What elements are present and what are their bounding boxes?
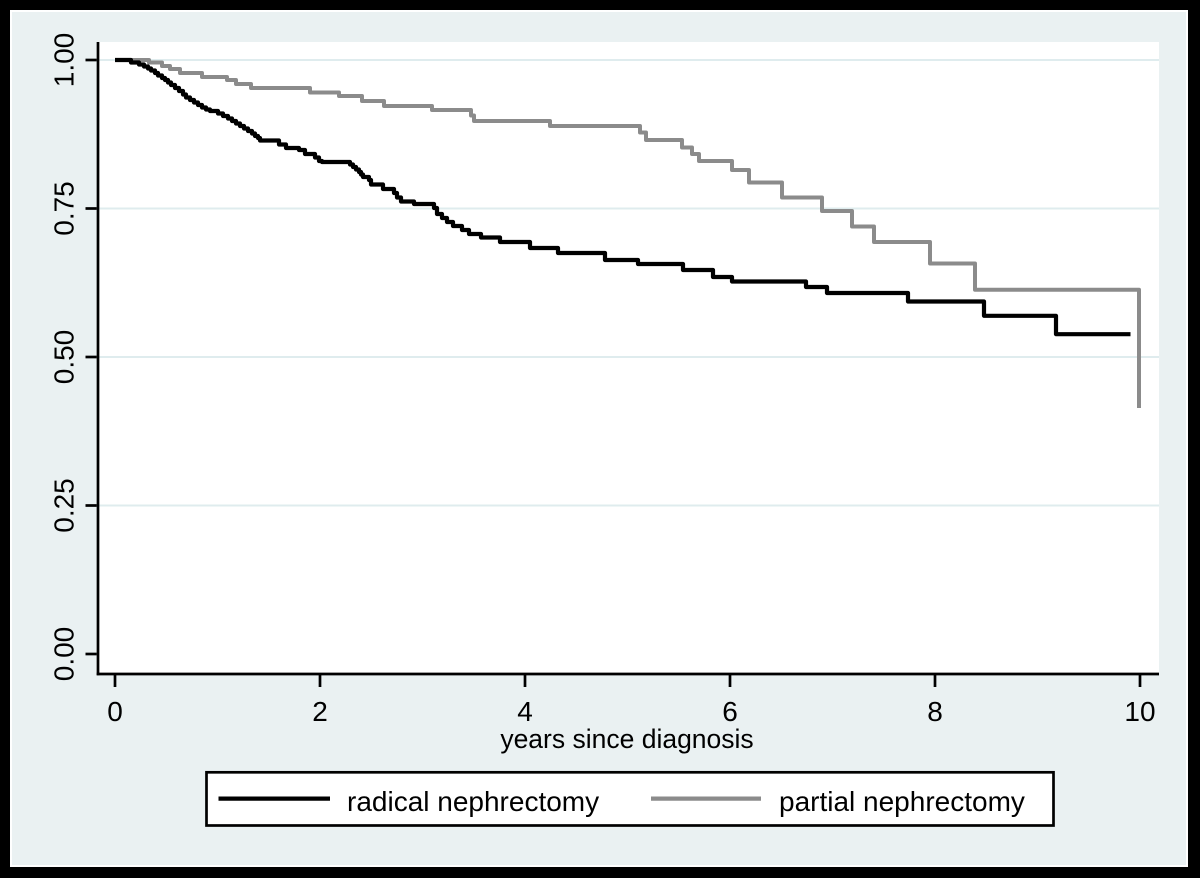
svg-text:2: 2: [312, 696, 328, 727]
svg-text:partial nephrectomy: partial nephrectomy: [779, 786, 1025, 817]
svg-text:8: 8: [927, 696, 943, 727]
svg-text:0.00: 0.00: [49, 627, 80, 682]
svg-text:0.75: 0.75: [49, 181, 80, 236]
svg-text:10: 10: [1124, 696, 1155, 727]
svg-text:1.00: 1.00: [49, 33, 80, 88]
svg-text:radical nephrectomy: radical nephrectomy: [347, 786, 599, 817]
svg-text:0.25: 0.25: [49, 478, 80, 533]
svg-text:6: 6: [722, 696, 738, 727]
svg-text:0.50: 0.50: [49, 330, 80, 385]
svg-text:4: 4: [517, 696, 533, 727]
svg-text:0: 0: [107, 696, 123, 727]
svg-text:years since diagnosis: years since diagnosis: [500, 724, 753, 754]
